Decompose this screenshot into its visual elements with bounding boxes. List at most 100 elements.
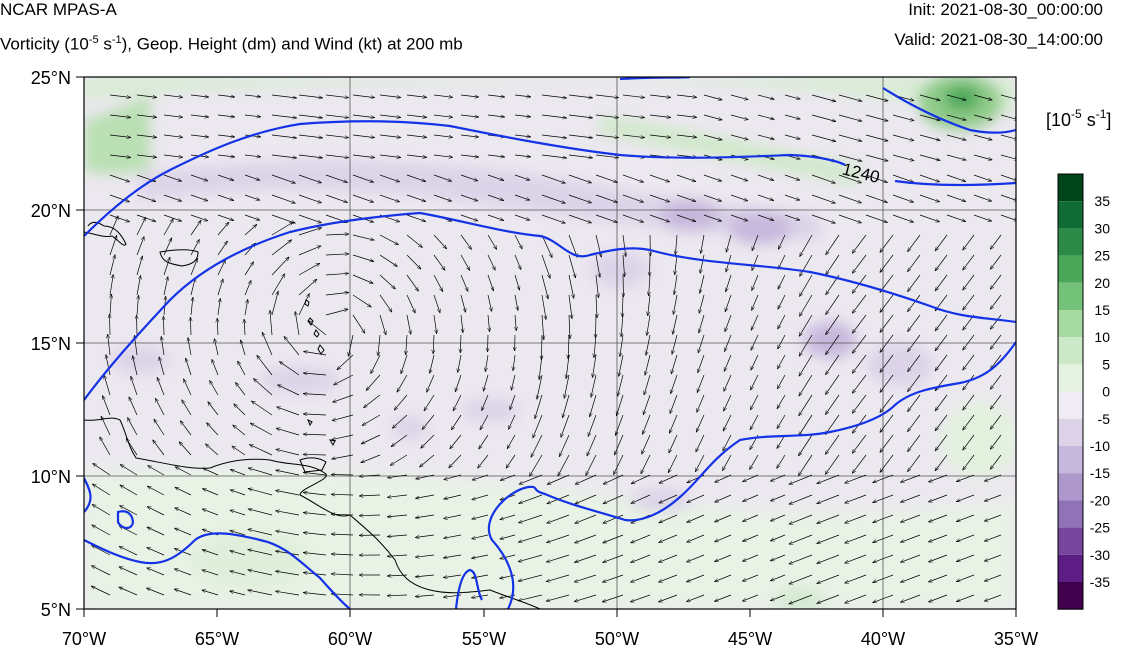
wind-arrow — [703, 194, 722, 201]
wind-arrow — [880, 314, 894, 333]
wind-arrow — [137, 315, 138, 336]
wind-arrow — [406, 274, 419, 291]
wind-arrow — [190, 220, 201, 236]
wind-arrow — [602, 554, 624, 563]
wind-arrow — [919, 214, 940, 222]
wind-arrow — [1000, 174, 1016, 181]
wind-arrow — [777, 294, 786, 309]
wind-arrow — [406, 114, 427, 117]
wind-arrow — [488, 334, 489, 352]
wind-arrow — [825, 454, 840, 475]
wind-arrow — [217, 298, 220, 316]
wind-arrow — [770, 594, 786, 602]
wind-arrow — [722, 414, 732, 431]
colorbar-box — [1058, 446, 1083, 474]
wind-arrow — [723, 374, 732, 392]
wind-arrow — [777, 394, 786, 409]
wind-arrow — [433, 114, 453, 117]
wind-arrow — [595, 94, 619, 98]
wind-arrow — [433, 334, 434, 354]
wind-arrow — [546, 554, 570, 562]
wind-arrow — [984, 474, 1002, 481]
wind-arrow — [217, 241, 228, 256]
wind-arrow — [750, 394, 759, 410]
wind-arrow — [568, 254, 576, 278]
wind-arrow — [514, 294, 518, 311]
wind-arrow — [730, 174, 748, 181]
wind-arrow — [379, 274, 396, 289]
wind-arrow — [154, 398, 165, 416]
wind-arrow — [640, 454, 651, 474]
wind-arrow — [695, 434, 705, 452]
wind-arrow — [586, 434, 597, 456]
lon-label: 55°W — [462, 629, 506, 649]
wind-arrow — [595, 134, 619, 138]
wind-arrow — [750, 374, 759, 390]
wind-arrow — [275, 490, 300, 496]
wind-arrow — [892, 134, 914, 141]
wind-arrow — [566, 354, 570, 379]
wind-arrow — [331, 514, 354, 515]
wind-arrow — [935, 394, 948, 411]
wind-arrow — [387, 595, 408, 596]
wind-arrow — [406, 314, 411, 335]
wind-arrow — [325, 134, 349, 138]
wind-arrow — [715, 494, 732, 503]
wind-arrow — [208, 402, 219, 416]
wind-arrow — [235, 382, 246, 396]
wind-arrow — [811, 214, 836, 223]
wind-arrow — [190, 174, 208, 181]
wind-arrow — [714, 554, 732, 563]
wind-arrow — [244, 194, 260, 200]
wind-arrow — [714, 534, 732, 543]
wind-arrow — [789, 574, 813, 585]
wind-arrow — [110, 314, 111, 336]
wind-arrow — [537, 374, 543, 400]
colorbar-frame — [1057, 173, 1084, 610]
wind-arrow — [331, 475, 354, 476]
wind-arrow — [686, 554, 705, 563]
wind-arrow — [574, 554, 597, 563]
wind-arrow — [872, 514, 894, 523]
wind-arrow — [217, 115, 235, 117]
wind-arrow — [900, 594, 921, 602]
lat-label: 20°N — [31, 201, 71, 221]
wind-arrow — [865, 194, 888, 203]
wind-arrow — [784, 194, 800, 200]
wind-arrow — [752, 234, 759, 251]
wind-arrow — [362, 414, 381, 426]
wind-arrow — [935, 234, 948, 251]
wind-arrow — [518, 574, 543, 581]
wind-arrow — [770, 474, 786, 482]
wind-arrow — [659, 514, 678, 524]
wind-arrow — [865, 94, 888, 101]
wind-arrow — [649, 174, 670, 182]
wind-arrow — [650, 254, 651, 276]
colorbar-label: 25 — [1094, 248, 1110, 264]
wind-arrow — [592, 354, 597, 378]
wind-arrow — [757, 214, 774, 221]
wind-arrow — [514, 214, 530, 220]
wind-arrow — [541, 294, 546, 320]
wind-arrow — [460, 294, 466, 312]
wind-arrow — [471, 574, 489, 578]
wind-arrow — [676, 174, 696, 182]
wind-arrow — [352, 134, 375, 138]
wind-arrow — [244, 115, 261, 117]
wind-arrow — [623, 274, 624, 297]
wind-arrow — [621, 314, 624, 337]
wind-arrow — [631, 474, 651, 485]
wind-arrow — [332, 394, 354, 402]
wind-arrow — [500, 514, 516, 520]
wind-arrow — [649, 114, 671, 118]
wind-arrow — [928, 514, 948, 522]
wind-arrow — [865, 134, 888, 141]
wind-arrow — [298, 154, 323, 158]
wind-arrow — [789, 494, 813, 505]
wind-arrow — [643, 394, 651, 415]
wind-arrow — [415, 534, 435, 538]
wind-arrow — [742, 494, 759, 502]
wind-arrow — [811, 134, 836, 142]
wind-arrow — [109, 134, 131, 138]
wind-arrow — [687, 514, 705, 523]
